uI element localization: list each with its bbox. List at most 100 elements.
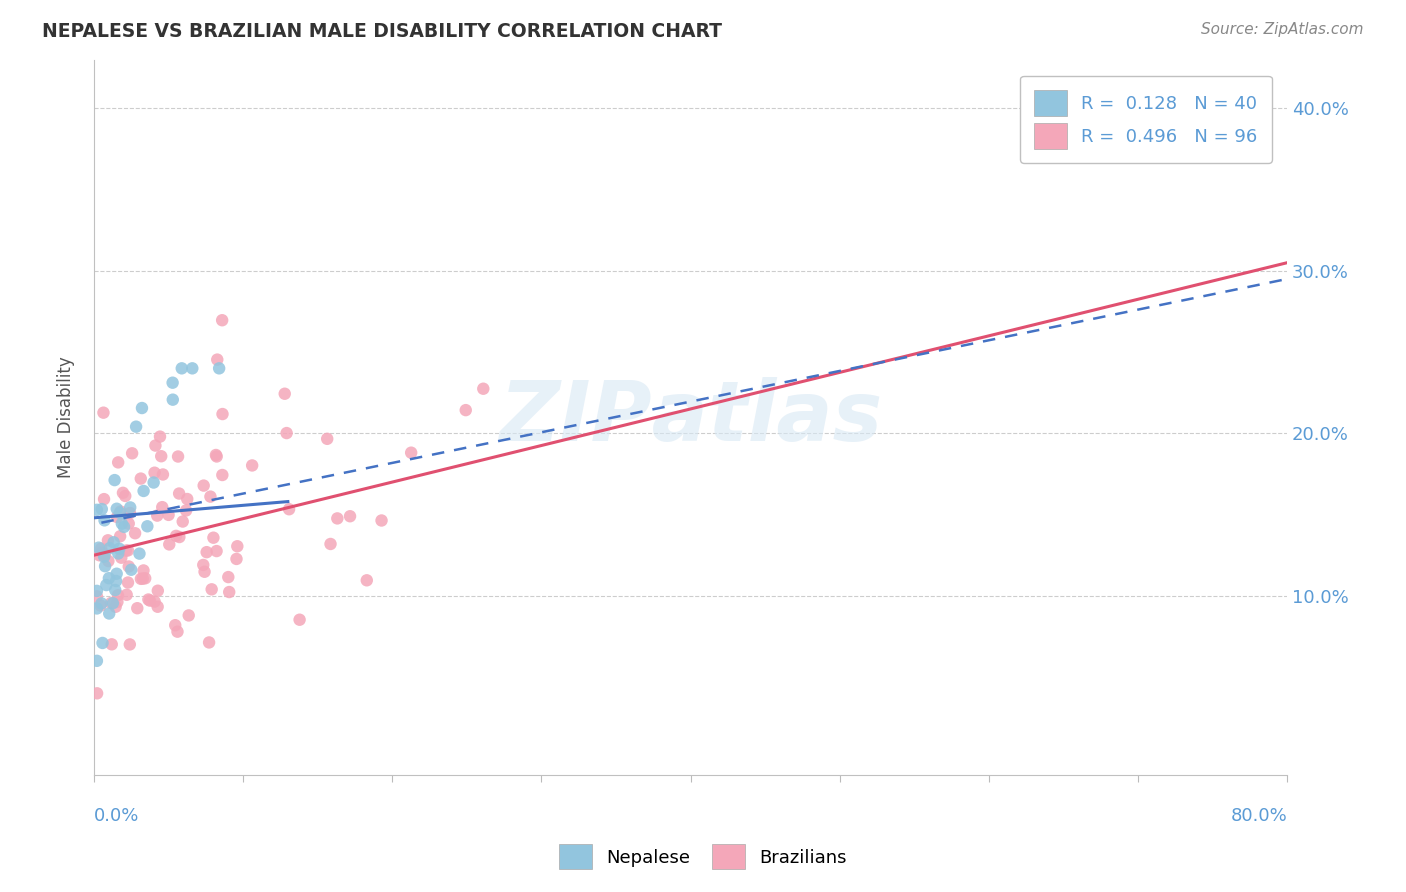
Point	[100, 637, 122, 651]
Point	[108, 541, 131, 556]
Text: 80.0%: 80.0%	[1230, 806, 1286, 825]
Point	[100, 596, 122, 610]
Y-axis label: Male Disability: Male Disability	[58, 356, 75, 478]
Point	[370, 514, 392, 528]
Point	[193, 478, 215, 492]
Point	[167, 486, 190, 500]
Point	[193, 565, 215, 579]
Point	[177, 608, 200, 623]
Point	[218, 585, 240, 599]
Point	[101, 596, 124, 610]
Point	[198, 635, 221, 649]
Point	[87, 541, 110, 555]
Point	[274, 386, 297, 401]
Point	[89, 549, 111, 563]
Point	[93, 513, 115, 527]
Point	[208, 361, 231, 376]
Point	[105, 574, 128, 588]
Text: Source: ZipAtlas.com: Source: ZipAtlas.com	[1201, 22, 1364, 37]
Point	[97, 571, 120, 585]
Point	[139, 593, 162, 607]
Point	[129, 472, 152, 486]
Point	[98, 541, 121, 555]
Point	[112, 520, 135, 534]
Point	[125, 419, 148, 434]
Point	[181, 361, 204, 376]
Point	[146, 508, 169, 523]
Point	[132, 483, 155, 498]
Point	[136, 519, 159, 533]
Point	[226, 539, 249, 553]
Point	[110, 504, 132, 518]
Point	[211, 468, 233, 483]
Point	[86, 601, 108, 615]
Point	[120, 563, 142, 577]
Point	[326, 511, 349, 525]
Point	[117, 575, 139, 590]
Point	[149, 429, 172, 443]
Point	[152, 467, 174, 482]
Point	[200, 490, 222, 504]
Point	[138, 592, 160, 607]
Point	[157, 537, 180, 551]
Point	[86, 583, 108, 598]
Point	[211, 407, 233, 421]
Point	[114, 489, 136, 503]
Point	[150, 449, 173, 463]
Point	[339, 509, 361, 524]
Point	[90, 599, 112, 613]
Point	[174, 503, 197, 517]
Point	[142, 475, 165, 490]
Point	[98, 607, 121, 621]
Point	[316, 432, 339, 446]
Point	[162, 376, 184, 390]
Point	[107, 595, 129, 609]
Point	[169, 530, 191, 544]
Point	[399, 445, 422, 459]
Point	[201, 582, 224, 597]
Point	[118, 516, 141, 531]
Point	[108, 506, 131, 520]
Legend: Nepalese, Brazilians: Nepalese, Brazilians	[550, 835, 856, 879]
Point	[115, 588, 138, 602]
Point	[278, 502, 301, 516]
Point	[205, 448, 228, 462]
Text: 0.0%: 0.0%	[94, 806, 139, 825]
Point	[211, 313, 233, 327]
Point	[91, 636, 114, 650]
Point	[90, 546, 112, 560]
Point	[167, 450, 190, 464]
Point	[127, 601, 149, 615]
Point	[94, 548, 117, 562]
Point	[165, 529, 187, 543]
Point	[143, 466, 166, 480]
Point	[157, 508, 180, 522]
Point	[276, 425, 298, 440]
Point	[111, 485, 134, 500]
Point	[86, 503, 108, 517]
Point	[118, 559, 141, 574]
Point	[131, 401, 153, 415]
Point	[118, 506, 141, 520]
Point	[319, 537, 342, 551]
Point	[205, 544, 228, 558]
Point	[472, 382, 495, 396]
Point	[97, 554, 120, 568]
Point	[202, 531, 225, 545]
Point	[104, 473, 127, 487]
Point	[107, 546, 129, 560]
Point	[205, 450, 228, 464]
Point	[356, 574, 378, 588]
Point	[93, 549, 115, 564]
Point	[195, 545, 218, 559]
Point	[105, 566, 128, 581]
Point	[143, 594, 166, 608]
Point	[162, 392, 184, 407]
Point	[94, 559, 117, 574]
Point	[90, 596, 112, 610]
Point	[110, 550, 132, 565]
Point	[105, 501, 128, 516]
Point	[108, 529, 131, 543]
Point	[454, 403, 477, 417]
Point	[240, 458, 263, 473]
